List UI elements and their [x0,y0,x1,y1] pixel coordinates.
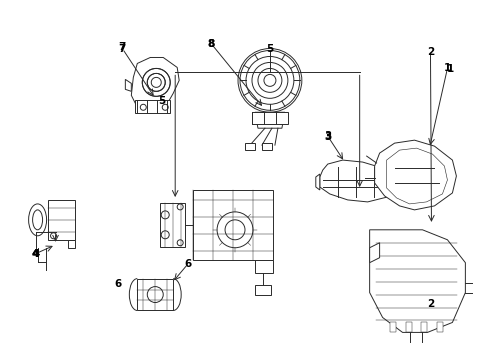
Polygon shape [255,285,271,294]
Polygon shape [125,80,131,91]
Text: 2: 2 [427,48,434,58]
Polygon shape [262,143,272,150]
Polygon shape [390,323,395,332]
Circle shape [147,73,165,91]
Polygon shape [252,112,288,124]
Text: 3: 3 [324,131,331,141]
Text: 3: 3 [324,132,332,142]
Text: 1: 1 [444,63,451,73]
Polygon shape [160,203,185,247]
Text: 6: 6 [185,259,192,269]
Polygon shape [131,58,179,113]
Text: 7: 7 [118,42,125,52]
Polygon shape [48,200,75,240]
Text: 4: 4 [32,249,39,259]
Circle shape [142,68,170,96]
Circle shape [238,49,302,112]
Text: 8: 8 [207,39,215,49]
Polygon shape [316,174,320,190]
Polygon shape [245,143,255,150]
Polygon shape [193,190,273,260]
Polygon shape [135,100,170,113]
Polygon shape [68,240,75,248]
Text: 8: 8 [207,39,215,49]
Polygon shape [375,140,456,210]
Polygon shape [255,112,285,128]
Polygon shape [137,279,173,310]
Text: 1: 1 [446,64,454,74]
Polygon shape [369,230,465,332]
Text: 6: 6 [114,279,122,289]
Polygon shape [438,323,443,332]
Polygon shape [320,160,397,202]
Polygon shape [421,323,427,332]
Polygon shape [406,323,412,332]
Text: 4: 4 [32,248,40,258]
Text: 7: 7 [119,44,126,54]
Polygon shape [387,148,447,204]
Text: 4: 4 [32,249,39,259]
Text: 5: 5 [158,96,166,106]
Text: 2: 2 [427,299,434,309]
Text: 5: 5 [266,44,273,54]
Polygon shape [369,243,380,263]
Polygon shape [255,260,273,273]
